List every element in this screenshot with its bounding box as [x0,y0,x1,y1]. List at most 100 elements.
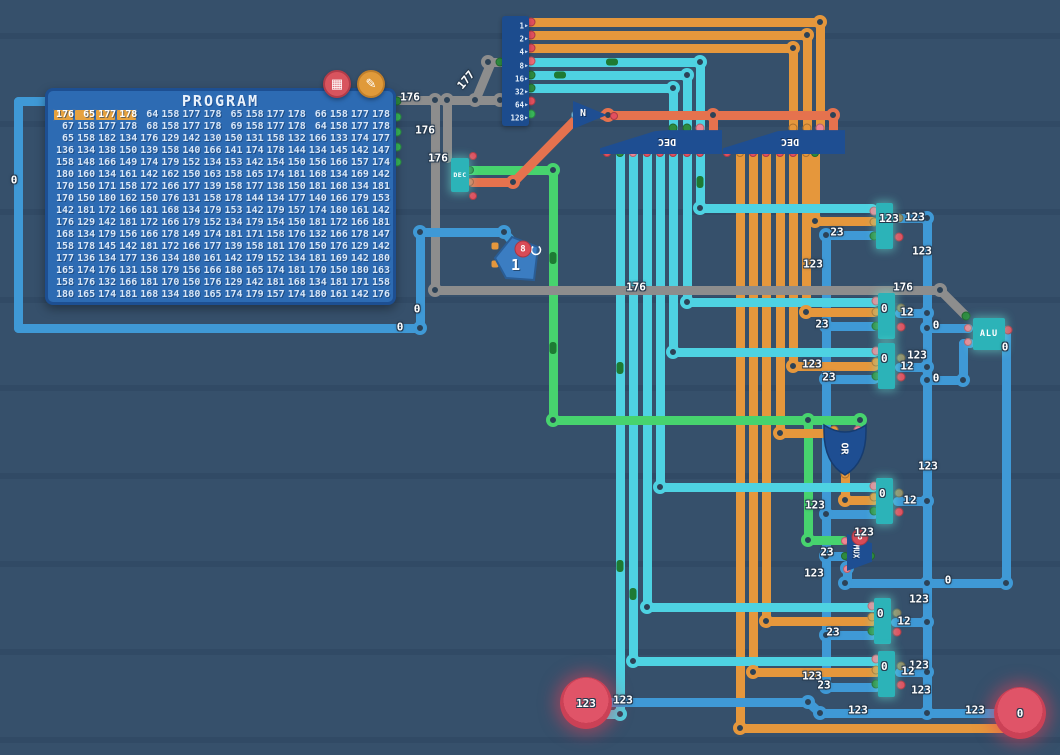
output-right[interactable]: 0 [994,687,1046,739]
program-byte: 181 [308,253,327,264]
register-write-pin[interactable] [894,507,904,517]
decoder-small[interactable]: DEC [451,158,469,192]
pin[interactable] [526,56,536,66]
pin[interactable] [392,157,402,167]
pin[interactable] [526,96,536,106]
pin[interactable] [469,192,477,200]
alu[interactable]: ALU [973,318,1005,350]
counter[interactable]: 1 8 [492,234,544,286]
register-write-pin[interactable] [892,627,902,637]
pin[interactable] [466,178,474,186]
or-gate[interactable]: OR [821,423,869,477]
register-input-pin[interactable] [871,346,881,356]
register-input-pin[interactable] [871,371,881,381]
pin[interactable] [802,123,812,133]
pin[interactable] [1003,325,1013,335]
program-byte: 180 [350,265,369,276]
register-input-pin[interactable] [869,492,879,502]
register[interactable] [878,343,895,389]
register-input-pin[interactable] [867,601,877,611]
program-byte: 180 [182,253,201,264]
register[interactable] [878,293,895,339]
wire-segment [465,165,558,175]
program-byte: 152 [182,157,201,168]
wire-segment [525,83,678,93]
register-input-pin[interactable] [869,481,879,491]
register-output-pin[interactable] [894,213,904,223]
register[interactable] [876,203,893,249]
program-byte: 158 [329,109,348,120]
register-input-pin[interactable] [869,206,879,216]
edit-program-button[interactable]: ✎ [357,70,385,98]
pin[interactable] [392,96,402,106]
pin[interactable] [610,112,618,120]
register-output-pin[interactable] [896,661,906,671]
output-left[interactable]: 123 [560,677,612,729]
register-output-pin[interactable] [894,488,904,498]
register-write-pin[interactable] [896,372,906,382]
program-byte: 176 [98,265,117,276]
wire-segment [655,482,878,492]
pin[interactable] [815,123,825,133]
pin[interactable] [961,311,971,321]
pin[interactable] [788,123,798,133]
pin[interactable] [469,152,477,160]
register-input-pin[interactable] [867,612,877,622]
wire-segment [682,147,692,307]
memory-view-button[interactable]: ▦ [323,70,351,98]
pin[interactable] [495,57,505,67]
pin[interactable] [466,166,474,174]
pin[interactable] [392,127,402,137]
register[interactable] [874,598,891,644]
register-write-pin[interactable] [894,232,904,242]
register-write-pin[interactable] [896,322,906,332]
register-input-pin[interactable] [869,231,879,241]
program-byte: 180 [56,169,75,180]
pin[interactable] [526,30,536,40]
register[interactable] [878,651,895,697]
register-input-pin[interactable] [869,217,879,227]
pin[interactable] [682,123,692,133]
pin[interactable] [526,109,536,119]
register-input-pin[interactable] [871,296,881,306]
pin[interactable] [841,537,849,545]
register[interactable] [876,478,893,524]
register-output-pin[interactable] [896,353,906,363]
register-output-pin[interactable] [892,608,902,618]
register-input-pin[interactable] [871,679,881,689]
register-input-pin[interactable] [871,665,881,675]
pin[interactable] [964,324,972,332]
pin[interactable] [392,142,402,152]
wire-segment [922,213,932,718]
pin[interactable] [841,552,849,560]
program-byte: 172 [161,241,180,252]
pin[interactable] [526,83,536,93]
register-input-pin[interactable] [871,307,881,317]
pin[interactable] [668,123,678,133]
pin[interactable] [526,17,536,27]
wire-value-label: 0 [10,173,18,187]
register-input-pin[interactable] [871,357,881,367]
pin[interactable] [964,338,972,346]
pin[interactable] [392,112,402,122]
splitter-bit-arrow-icon: ▶ [524,36,528,43]
pin[interactable] [695,123,705,133]
program-panel[interactable]: PROGRAM 176 65 177 178 64 158 177 178 65 158 177 17… [45,88,396,305]
register-input-pin[interactable] [871,654,881,664]
pin[interactable] [526,43,536,53]
wire-segment [590,697,813,707]
register-input-pin[interactable] [867,626,877,636]
program-byte: 142 [56,205,75,216]
register-output-pin[interactable] [896,303,906,313]
program-byte: 68 [146,121,159,132]
register-input-pin[interactable] [871,321,881,331]
register-input-pin[interactable] [869,506,879,516]
program-byte: 142 [350,145,369,156]
pin[interactable] [526,70,536,80]
program-byte: 134 [98,253,117,264]
byte-splitter[interactable]: 1 ▶ 2 ▶ 4 ▶ 8 ▶ 16 ▶ 32 ▶ 64 ▶ 128 ▶ [502,16,529,126]
wire-junction [801,413,815,427]
register-write-pin[interactable] [896,680,906,690]
program-byte: 132 [287,133,306,144]
